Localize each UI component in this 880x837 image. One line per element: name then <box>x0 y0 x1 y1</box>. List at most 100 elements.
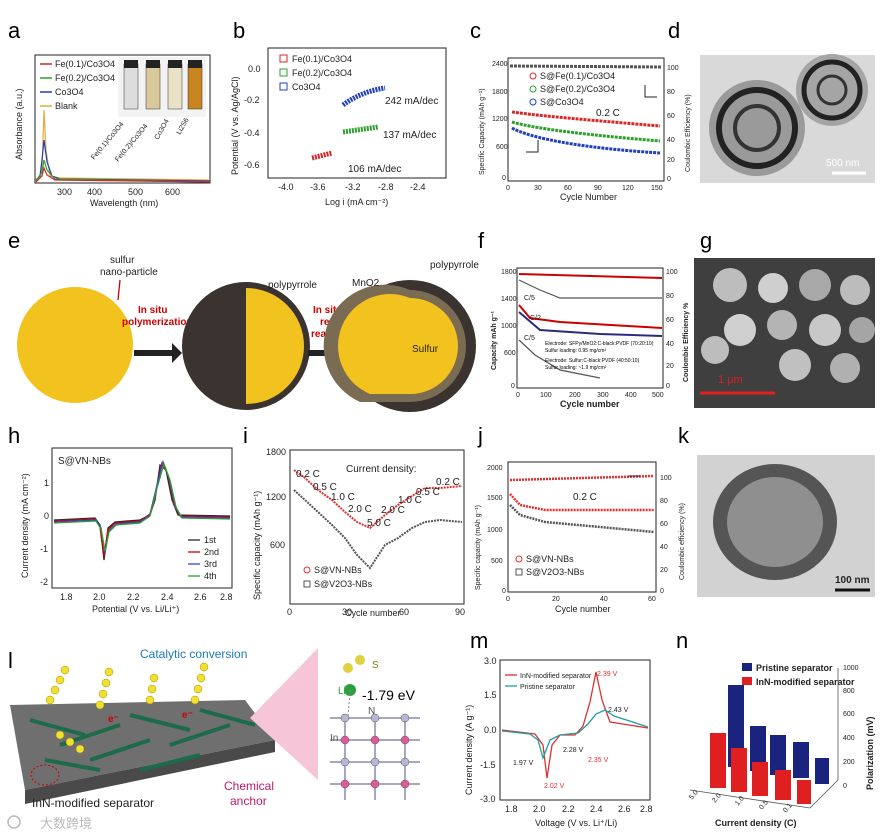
rate-i-4: 2.0 C <box>348 504 372 515</box>
tick-b-x-4: -2.8 <box>378 182 394 192</box>
peak-m-1: 2.39 V <box>597 671 618 678</box>
tick-f-x-1: 0 <box>516 392 520 399</box>
tick-f-x-5: 400 <box>625 392 637 399</box>
crystal-structure <box>330 655 420 800</box>
hollow-sphere-2-core <box>816 74 848 106</box>
curve-f-c2b <box>518 311 663 337</box>
panel-h-frame <box>51 447 233 589</box>
panel-d-label: d <box>668 18 680 43</box>
xlabel-f: Cycle number <box>560 399 620 409</box>
tick-n-y-1: 1000 <box>843 665 859 672</box>
inn-nanorods <box>29 708 256 772</box>
tick-c-x-6: 150 <box>651 185 663 192</box>
tick-h-y-3: -1 <box>40 544 48 554</box>
tick-h-x-4: 2.4 <box>161 592 174 602</box>
tick-h-y-4: -2 <box>40 577 48 587</box>
curve-f-ce2 <box>518 279 662 299</box>
rate-c: 0.2 C <box>596 108 620 119</box>
xlabel-i: Cycle number <box>345 608 401 618</box>
ylabel-m: Current density (A g⁻¹) <box>464 705 474 795</box>
in-label: In <box>330 733 338 744</box>
watermark-text: 大数跨境 <box>40 817 92 832</box>
tick-f-y2-2: 80 <box>666 293 674 300</box>
panel-j: j 0.2 C S@VN-NBs S@V2O3-NBs 2000 1500 10… <box>475 423 686 614</box>
panel-a-frame <box>34 54 211 184</box>
curve-j-v2o3 <box>509 504 655 534</box>
xlabel-c: Cycle Number <box>560 192 617 202</box>
tick-c-x-4: 90 <box>594 185 602 192</box>
panel-l: l Catalytic conversion e⁻ e⁻ InN-modifie… <box>8 647 420 810</box>
rate-i-6: 2.0 C <box>381 505 405 516</box>
rate-i-8: 0.5 C <box>416 487 440 498</box>
legend-n-1: Pristine separator <box>756 663 833 673</box>
tick-j-x-2: 20 <box>552 596 560 603</box>
note-f-1: Electrode: SFPy/MnO2:C-black:PVDF (70:20… <box>545 341 654 347</box>
tick-c-y2-2: 80 <box>667 89 675 96</box>
arrow-e-1 <box>117 279 121 301</box>
note-f-4: Sulfur loading: ~1.9 mg/cm² <box>545 365 607 371</box>
step1a: In situ <box>138 305 167 316</box>
tick-c-y-3: 1200 <box>492 116 508 123</box>
tick-h-x-1: 1.8 <box>60 592 73 602</box>
tick-m-y-5: -3.0 <box>480 794 496 804</box>
sem-particle-10 <box>779 349 811 381</box>
tick-b-x-5: -2.4 <box>410 182 426 192</box>
slope-b-2: 137 mA/dec <box>383 130 436 141</box>
tick-n-y-3: 600 <box>843 711 855 718</box>
panel-f-label: f <box>478 228 485 253</box>
ppy-label-2: polypyrrole <box>430 260 479 271</box>
tick-n-x-2: 2.0 <box>711 792 723 804</box>
legend-c-marker-3 <box>529 98 537 106</box>
curve-c-fe01 <box>511 110 661 128</box>
y2label-f: Coulombic Efficiency % <box>683 302 690 382</box>
tick-i-y-3: 600 <box>270 540 285 550</box>
tick-h-x-2: 2.0 <box>93 592 106 602</box>
xlabel-j: Cycle number <box>555 604 611 614</box>
curve-i-vn <box>293 469 463 530</box>
ylabel-n: Polarization (mV) <box>865 716 875 790</box>
legend-h-4: 4th <box>204 571 217 581</box>
legend-b-3: Co3O4 <box>292 82 321 92</box>
tick-m-y-3: 0.0 <box>484 725 497 735</box>
tick-h-y-1: 1 <box>44 478 49 488</box>
tick-h-y-2: 0 <box>44 511 49 521</box>
note-f-2: Sulfur loading: 0.95 mg/cm² <box>545 348 606 354</box>
tick-f-x-6: 500 <box>652 392 664 399</box>
rate-i-3: 1.0 C <box>331 492 355 503</box>
tick-i-x-1: 0 <box>287 607 292 617</box>
tick-b-y-4: -0.6 <box>244 160 260 170</box>
rate-f-1: C/5 <box>524 295 535 302</box>
legend-j-marker-1 <box>515 555 523 563</box>
tick-j-y-2: 1500 <box>487 495 503 502</box>
tick-a-x-3: 500 <box>128 187 143 197</box>
scale-d: 500 nm <box>826 158 859 169</box>
panel-i-frame <box>289 449 465 605</box>
y2label-j: Coulombic efficiency (%) <box>679 503 686 580</box>
legend-m-1: InN-modified separator <box>520 673 592 680</box>
tick-n-x-5: 0.1 <box>782 802 794 814</box>
tick-f-x-2: 100 <box>540 392 552 399</box>
legend-n-2: InN-modified separator <box>756 677 855 687</box>
electron-1: e⁻ <box>108 714 119 725</box>
bar-n-inn-1 <box>710 733 726 788</box>
tick-c-x-3: 60 <box>564 185 572 192</box>
curve-j-ce <box>509 474 655 482</box>
anchor-label: anchor <box>230 794 267 808</box>
tick-j-y-5: 0 <box>502 588 506 595</box>
legend-c-2: S@Fe(0.2)/Co3O4 <box>540 84 615 94</box>
tick-j-y-4: 500 <box>491 558 503 565</box>
xlabel-n: Current density (C) <box>715 818 797 828</box>
legend-h-3: 3rd <box>204 559 217 569</box>
tick-i-x-3: 60 <box>399 607 409 617</box>
panel-m-frame <box>499 659 651 801</box>
tick-f-y2-1: 100 <box>666 269 678 276</box>
peak-m-5: 1.97 V <box>513 760 534 767</box>
bar-n-inn-3 <box>752 762 768 796</box>
legend-i-marker-1 <box>303 566 311 574</box>
rate-i-9: 0.2 C <box>436 477 460 488</box>
panel-j-label: j <box>477 423 483 448</box>
ylabel-a: Absorbance (a.u.) <box>14 88 24 160</box>
ppy-cutaway <box>246 288 304 404</box>
